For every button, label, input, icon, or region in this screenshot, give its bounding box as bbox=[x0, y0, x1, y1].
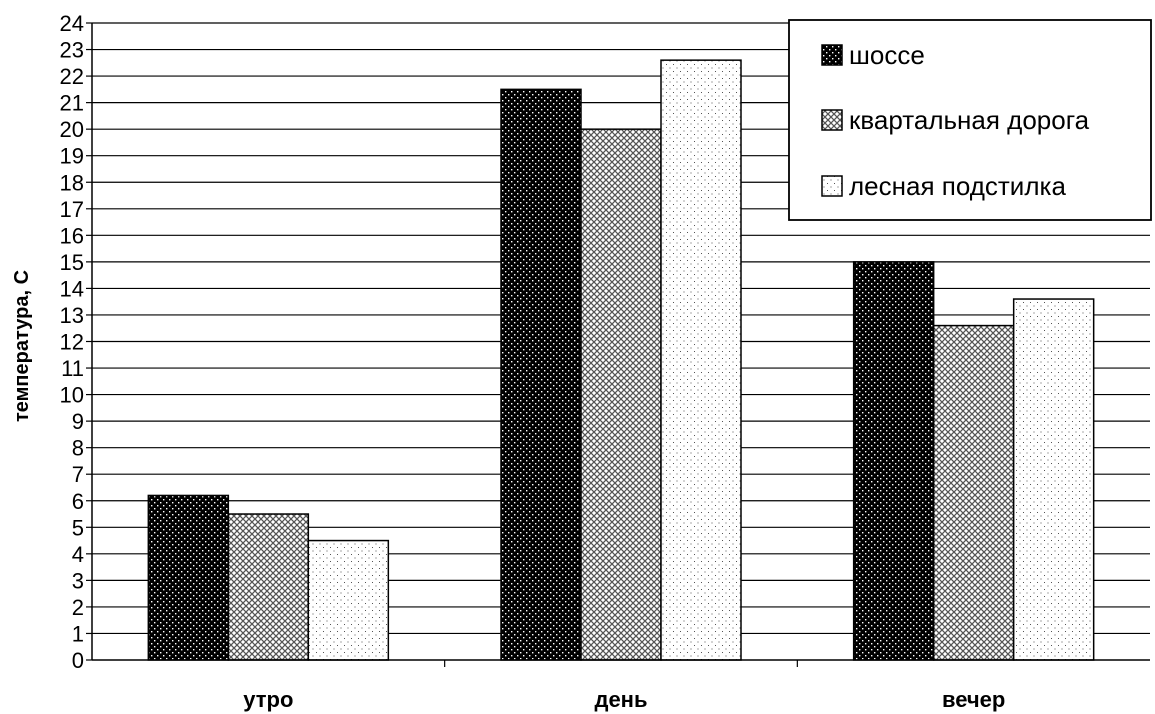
y-tick-label: 2 bbox=[72, 595, 84, 620]
legend-swatch bbox=[821, 175, 843, 197]
y-tick-label: 1 bbox=[72, 621, 84, 646]
legend: шоссе квартальная дорога лесная подстилка bbox=[788, 19, 1152, 221]
legend-label: лесная подстилка bbox=[849, 171, 1066, 201]
y-tick-label: 23 bbox=[60, 38, 84, 63]
bar-3-1 bbox=[307, 539, 390, 661]
y-tick-label: 7 bbox=[72, 462, 84, 487]
x-category-label: утро bbox=[243, 687, 293, 712]
bar-3-3 bbox=[1012, 298, 1095, 661]
bar-3-2 bbox=[660, 59, 742, 661]
bar-1-3 bbox=[852, 261, 935, 661]
legend-swatch bbox=[821, 44, 843, 66]
y-tick-label: 11 bbox=[61, 356, 84, 381]
bar-2-1 bbox=[227, 513, 310, 661]
legend-box bbox=[788, 19, 1152, 221]
y-tick-label: 12 bbox=[60, 330, 84, 355]
y-tick-label: 8 bbox=[72, 436, 84, 461]
legend-label: шоссе bbox=[849, 40, 925, 70]
y-tick-label: 9 bbox=[72, 409, 84, 434]
y-tick-label: 22 bbox=[60, 64, 84, 89]
y-tick-label: 13 bbox=[60, 303, 84, 328]
y-tick-label: 3 bbox=[72, 568, 84, 593]
y-tick-label: 16 bbox=[60, 223, 84, 248]
bar-2-3 bbox=[932, 324, 1015, 661]
y-tick-label: 6 bbox=[72, 489, 84, 514]
bar-1-2 bbox=[500, 88, 582, 661]
legend-label: квартальная дорога bbox=[849, 105, 1090, 135]
y-axis-title: температура, С bbox=[11, 270, 33, 422]
y-tick-label: 19 bbox=[60, 144, 84, 169]
y-tick-label: 14 bbox=[60, 276, 84, 301]
y-tick-label: 24 bbox=[60, 11, 84, 36]
bars bbox=[147, 59, 1095, 661]
x-category-labels: утро день вечер bbox=[243, 687, 1005, 712]
y-tick-label: 20 bbox=[60, 117, 84, 142]
y-tick-label: 18 bbox=[60, 170, 84, 195]
y-tick-label: 10 bbox=[60, 383, 84, 408]
y-tick-label: 17 bbox=[60, 197, 84, 222]
y-tick-label: 4 bbox=[72, 542, 84, 567]
x-category-label: день bbox=[594, 687, 647, 712]
y-tick-label: 0 bbox=[72, 648, 84, 673]
y-tick-label: 21 bbox=[60, 91, 84, 116]
legend-swatch bbox=[821, 109, 843, 131]
y-tick-label: 5 bbox=[72, 515, 84, 540]
bar-2-2 bbox=[580, 128, 662, 661]
axes bbox=[91, 23, 1150, 667]
y-tick-label: 15 bbox=[60, 250, 84, 275]
bar-1-1 bbox=[147, 494, 230, 661]
x-category-label: вечер bbox=[942, 687, 1005, 712]
